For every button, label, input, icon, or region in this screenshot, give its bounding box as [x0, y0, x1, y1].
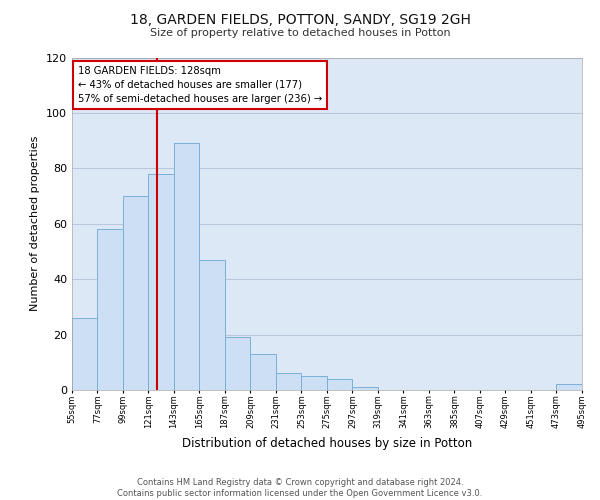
Bar [301, 376, 327, 390]
Bar [327, 379, 352, 390]
Bar [352, 387, 378, 390]
Bar [199, 260, 225, 390]
Bar [251, 354, 276, 390]
Bar [97, 230, 123, 390]
Text: Size of property relative to detached houses in Potton: Size of property relative to detached ho… [149, 28, 451, 38]
Text: 18, GARDEN FIELDS, POTTON, SANDY, SG19 2GH: 18, GARDEN FIELDS, POTTON, SANDY, SG19 2… [130, 12, 470, 26]
Bar [556, 384, 582, 390]
X-axis label: Distribution of detached houses by size in Potton: Distribution of detached houses by size … [182, 436, 472, 450]
Bar [123, 196, 148, 390]
Bar [174, 144, 199, 390]
Text: 18 GARDEN FIELDS: 128sqm
← 43% of detached houses are smaller (177)
57% of semi-: 18 GARDEN FIELDS: 128sqm ← 43% of detach… [78, 66, 322, 104]
Y-axis label: Number of detached properties: Number of detached properties [31, 136, 40, 312]
Bar [148, 174, 174, 390]
Bar [72, 318, 97, 390]
Bar [225, 338, 251, 390]
Text: Contains HM Land Registry data © Crown copyright and database right 2024.
Contai: Contains HM Land Registry data © Crown c… [118, 478, 482, 498]
Bar [276, 374, 301, 390]
